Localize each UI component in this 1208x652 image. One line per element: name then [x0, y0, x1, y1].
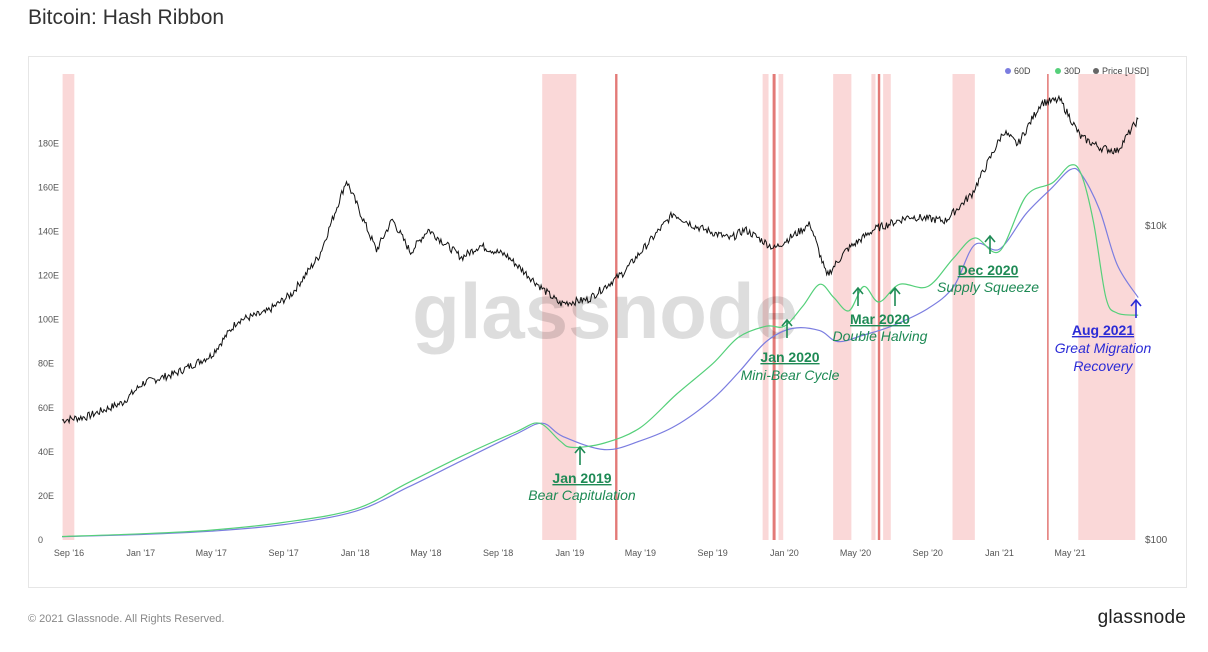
x-tick-14: May '21 [1054, 548, 1085, 558]
annotation-subtitle-1: Mini-Bear Cycle [741, 367, 840, 383]
legend-marker-1 [1055, 68, 1061, 74]
capitulation-band-5 [778, 74, 784, 540]
chart-frame [28, 56, 1187, 588]
series-line-60d [61, 167, 1139, 538]
x-tick-13: Jan '21 [985, 548, 1014, 558]
capitulation-band-3 [762, 74, 769, 540]
annotation-arrowhead-1-0 [781, 318, 793, 327]
annotation-subtitle-3: Supply Squeeze [937, 279, 1039, 295]
x-tick-10: Jan '20 [770, 548, 799, 558]
capitulation-band-12 [1078, 74, 1136, 540]
capitulation-band-1 [542, 74, 577, 540]
y-tick-left-6: 120E [38, 271, 59, 281]
annotation-arrowhead-0-0 [574, 445, 586, 454]
annotation-subtitle-4-a: Great Migration [1055, 340, 1152, 356]
x-tick-7: Jan '19 [555, 548, 584, 558]
x-tick-4: Jan '18 [341, 548, 370, 558]
x-tick-11: May '20 [840, 548, 871, 558]
capitulation-band-edge-8 [877, 74, 881, 540]
y-tick-left-1: 20E [38, 491, 54, 501]
series-line-price [61, 94, 1139, 425]
y-tick-right-1: $10k [1145, 221, 1168, 232]
legend-label-2: Price [USD] [1102, 66, 1149, 76]
watermark-text: glassnode [412, 267, 798, 355]
annotation-subtitle-2: Double Halving [833, 328, 928, 344]
capitulation-band-edge-11 [1047, 74, 1049, 540]
x-tick-1: Jan '17 [126, 548, 155, 558]
y-tick-left-8: 160E [38, 182, 59, 192]
annotation-title-4: Aug 2021 [1072, 322, 1134, 338]
x-tick-3: Sep '17 [268, 548, 298, 558]
y-tick-left-3: 60E [38, 403, 54, 413]
annotation-title-3: Dec 2020 [958, 262, 1019, 278]
x-tick-6: Sep '18 [483, 548, 513, 558]
legend-marker-2 [1093, 68, 1099, 74]
y-tick-left-5: 100E [38, 315, 59, 325]
capitulation-band-9 [883, 74, 891, 540]
hash-ribbon-chart: glassnode 0 20E 40E 60E 80E 100E 120E 140E 160E 18… [38, 66, 1168, 558]
annotation-arrowhead-2-0 [852, 286, 864, 295]
x-tick-8: May '19 [625, 548, 656, 558]
capitulation-band-edge-2 [615, 74, 618, 540]
legend-label-0: 60D [1014, 66, 1031, 76]
page-title: Bitcoin: Hash Ribbon [28, 6, 225, 29]
y-tick-left-7: 140E [38, 226, 59, 236]
capitulation-band-edge-4 [772, 74, 776, 540]
annotation-arrowhead-4-0 [1130, 298, 1142, 307]
annotation-arrowhead-2-1 [889, 286, 901, 295]
y-tick-left-9: 180E [38, 138, 59, 148]
y-tick-left-4: 80E [38, 359, 54, 369]
x-tick-5: May '18 [410, 548, 441, 558]
y-tick-left-0: 0 [38, 535, 43, 545]
x-tick-9: Sep '19 [698, 548, 728, 558]
annotation-arrowhead-3-0 [984, 234, 996, 243]
x-tick-0: Sep '16 [54, 548, 84, 558]
annotation-title-2: Mar 2020 [850, 311, 910, 327]
copyright-text: © 2021 Glassnode. All Rights Reserved. [28, 613, 225, 625]
x-tick-2: May '17 [196, 548, 227, 558]
y-tick-left-2: 40E [38, 447, 54, 457]
y-tick-right-0: $100 [1145, 535, 1168, 546]
annotation-subtitle-4-b: Recovery [1073, 358, 1133, 374]
capitulation-band-0 [62, 74, 75, 540]
capitulation-band-7 [871, 74, 876, 540]
annotation-title-1: Jan 2020 [760, 349, 819, 365]
series-line-30d [61, 164, 1139, 538]
annotation-title-0: Jan 2019 [552, 470, 611, 486]
brand-logo: glassnode [1097, 607, 1186, 628]
legend-marker-0 [1005, 68, 1011, 74]
x-tick-12: Sep '20 [913, 548, 943, 558]
annotation-subtitle-0: Bear Capitulation [528, 487, 636, 503]
capitulation-band-10 [952, 74, 975, 540]
legend-label-1: 30D [1064, 66, 1081, 76]
